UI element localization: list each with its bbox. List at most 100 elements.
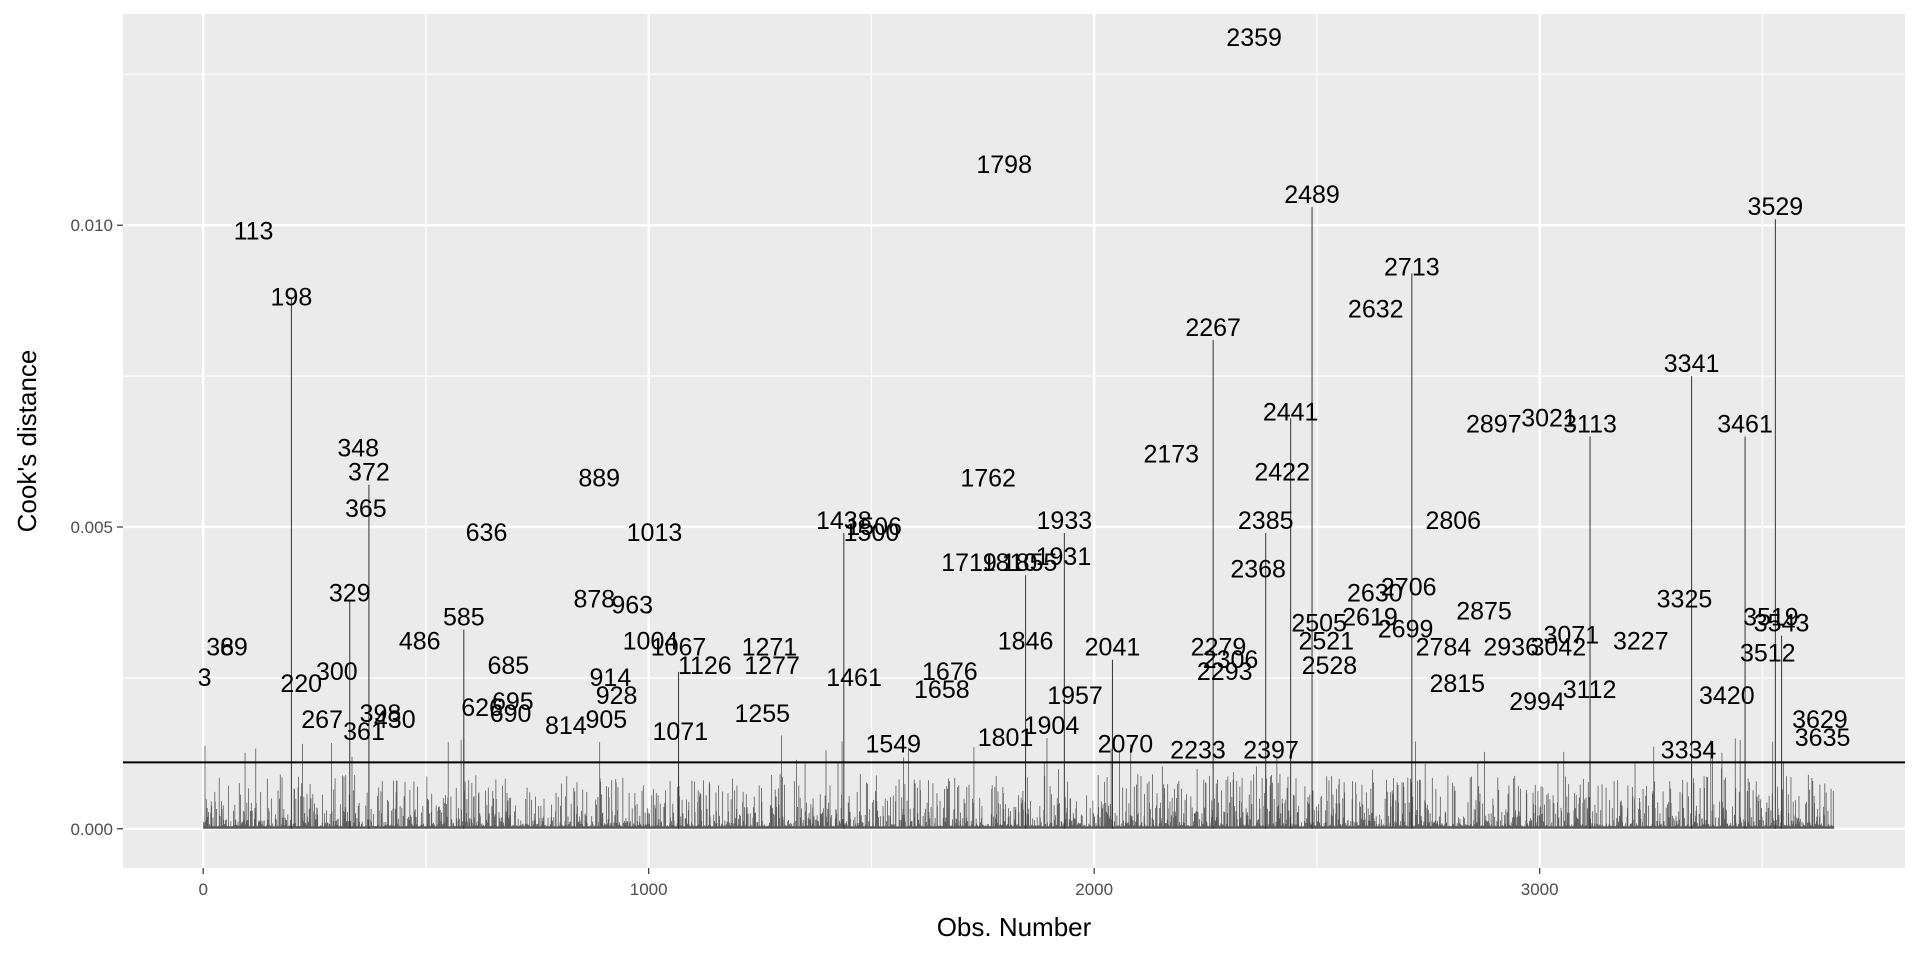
point-label: 2706 bbox=[1381, 573, 1437, 601]
point-label: 3461 bbox=[1717, 410, 1773, 438]
point-label: 2630 bbox=[1347, 579, 1403, 607]
x-tick-label: 0 bbox=[198, 880, 207, 899]
point-label: 365 bbox=[345, 495, 387, 523]
point-label: 329 bbox=[329, 579, 371, 607]
y-tick-label: 0.000 bbox=[70, 820, 113, 839]
x-axis-title: Obs. Number bbox=[937, 912, 1092, 942]
point-label: 2422 bbox=[1254, 459, 1310, 487]
point-label: 3420 bbox=[1699, 682, 1755, 710]
point-label: 878 bbox=[573, 585, 615, 613]
point-label: 1071 bbox=[653, 718, 709, 746]
point-label: 2806 bbox=[1425, 507, 1481, 535]
point-label: 2368 bbox=[1230, 555, 1286, 583]
point-label: 1067 bbox=[651, 634, 707, 662]
point-label: 2173 bbox=[1143, 441, 1199, 469]
point-label: 69 bbox=[220, 634, 248, 662]
point-label: 1933 bbox=[1037, 507, 1093, 535]
point-label: 2279 bbox=[1191, 634, 1247, 662]
point-label: 690 bbox=[490, 700, 532, 728]
point-label: 430 bbox=[374, 706, 416, 734]
point-label: 38 bbox=[206, 634, 234, 662]
point-label: 486 bbox=[399, 628, 441, 656]
point-label: 928 bbox=[596, 682, 638, 710]
point-label: 2359 bbox=[1226, 24, 1282, 52]
point-label: 198 bbox=[271, 284, 313, 312]
point-label: 3629 bbox=[1792, 706, 1848, 734]
point-label: 3519 bbox=[1743, 604, 1799, 632]
point-label: 2505 bbox=[1291, 610, 1347, 638]
x-tick-label: 3000 bbox=[1521, 880, 1559, 899]
point-label: 905 bbox=[586, 706, 628, 734]
point-label: 2897 bbox=[1466, 410, 1522, 438]
panel-background bbox=[123, 14, 1905, 868]
point-label: 914 bbox=[590, 664, 632, 692]
point-label: 2713 bbox=[1384, 253, 1440, 281]
point-label: 398 bbox=[360, 700, 402, 728]
point-label: 2632 bbox=[1348, 296, 1404, 324]
point-label: 2385 bbox=[1238, 507, 1294, 535]
point-label: 1798 bbox=[976, 151, 1032, 179]
point-label: 2875 bbox=[1456, 597, 1512, 625]
x-axis-ticks: 0 1000 2000 3000 bbox=[198, 868, 1559, 899]
point-label: 685 bbox=[487, 652, 529, 680]
point-label: 3341 bbox=[1664, 350, 1720, 378]
point-label: 3 bbox=[198, 664, 212, 692]
point-label: 3021 bbox=[1521, 404, 1577, 432]
point-label: 300 bbox=[316, 658, 358, 686]
point-label: 2815 bbox=[1429, 670, 1485, 698]
y-tick-label: 0.005 bbox=[70, 518, 113, 537]
point-label: 3113 bbox=[1563, 410, 1617, 438]
point-label: 1271 bbox=[742, 634, 798, 662]
point-label: 1957 bbox=[1047, 682, 1103, 710]
point-label: 1931 bbox=[1036, 543, 1092, 571]
point-label: 3325 bbox=[1657, 585, 1713, 613]
point-label: 889 bbox=[578, 465, 620, 493]
point-label: 1846 bbox=[998, 628, 1054, 656]
point-label: 1013 bbox=[627, 519, 683, 547]
point-label: 1126 bbox=[678, 652, 732, 680]
y-tick-label: 0.010 bbox=[70, 216, 113, 235]
point-label: 2619 bbox=[1342, 604, 1398, 632]
point-label: 1438 bbox=[816, 507, 872, 535]
point-label: 1855 bbox=[1002, 549, 1058, 577]
point-label: 3635 bbox=[1795, 724, 1851, 752]
point-label: 3543 bbox=[1754, 610, 1810, 638]
point-label: 2293 bbox=[1197, 658, 1253, 686]
point-label: 2489 bbox=[1284, 181, 1340, 209]
point-label: 2267 bbox=[1185, 314, 1241, 342]
point-label: 2233 bbox=[1170, 736, 1226, 764]
point-label: 2041 bbox=[1085, 634, 1141, 662]
point-label: 220 bbox=[280, 670, 322, 698]
point-label: 1801 bbox=[978, 724, 1034, 752]
y-axis-ticks: 0.000 0.005 0.010 bbox=[70, 216, 123, 839]
point-label: 3112 bbox=[1563, 676, 1617, 704]
point-label: 1004 bbox=[623, 628, 679, 656]
point-label: 585 bbox=[443, 604, 485, 632]
point-label: 2441 bbox=[1263, 398, 1319, 426]
point-label: 963 bbox=[611, 591, 653, 619]
point-label: 267 bbox=[301, 706, 343, 734]
point-label: 2306 bbox=[1203, 646, 1259, 674]
point-label: 1277 bbox=[744, 652, 800, 680]
point-label: 3529 bbox=[1748, 193, 1804, 221]
point-label: 814 bbox=[545, 712, 587, 740]
point-label: 2994 bbox=[1509, 688, 1565, 716]
x-tick-label: 1000 bbox=[630, 880, 668, 899]
point-label: 695 bbox=[492, 688, 534, 716]
point-label: 348 bbox=[337, 435, 379, 463]
point-label: 113 bbox=[234, 217, 274, 245]
point-label: 3042 bbox=[1531, 634, 1587, 662]
point-label: 1719 bbox=[941, 549, 997, 577]
point-label: 3071 bbox=[1544, 622, 1600, 650]
point-label: 1658 bbox=[914, 676, 970, 704]
point-label: 1461 bbox=[826, 664, 882, 692]
x-tick-label: 2000 bbox=[1075, 880, 1113, 899]
point-label: 1506 bbox=[846, 513, 902, 541]
point-label: 1676 bbox=[922, 658, 978, 686]
point-label: 1549 bbox=[865, 730, 921, 758]
point-label: 2528 bbox=[1302, 652, 1358, 680]
point-label: 636 bbox=[466, 519, 508, 547]
point-label: 3227 bbox=[1613, 628, 1669, 656]
point-label: 1904 bbox=[1024, 712, 1080, 740]
